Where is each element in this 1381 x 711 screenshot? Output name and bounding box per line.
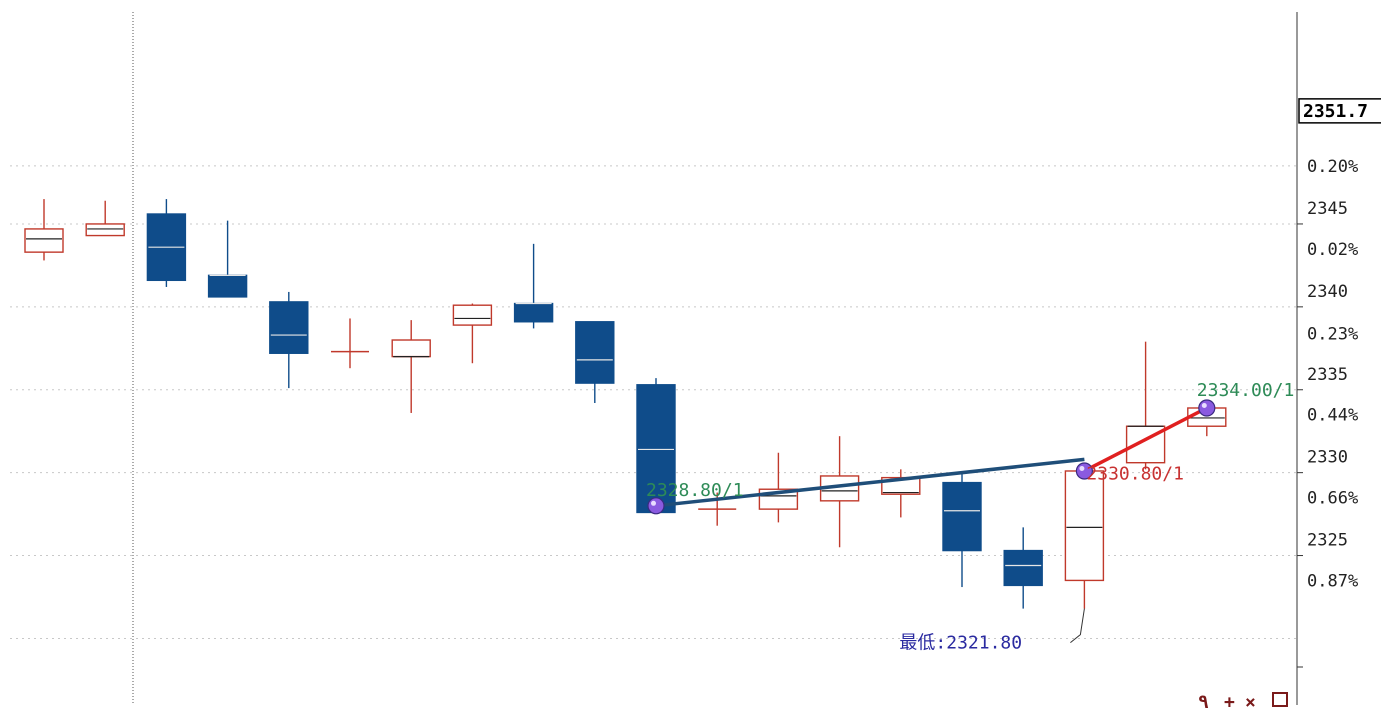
candle-body [391, 339, 431, 358]
candle-body [1064, 470, 1105, 582]
candle [146, 199, 187, 287]
candle-body [513, 302, 554, 323]
axis-percent-label: 0.02% [1307, 240, 1358, 260]
trend-marker-a-highlight [651, 500, 656, 506]
trendline-layer[interactable] [647, 399, 1216, 515]
candle [513, 243, 554, 329]
candle [1125, 341, 1166, 470]
candle [1064, 462, 1105, 609]
crosshair-icon[interactable]: + [1224, 692, 1235, 711]
candle [24, 199, 64, 261]
candle-body [452, 304, 493, 326]
axis-percent-label: 0.23% [1307, 324, 1358, 344]
axis-price-label: 2325 [1307, 531, 1348, 551]
zoom-icon[interactable]: ٩ [1198, 692, 1209, 711]
candle [391, 320, 431, 413]
axis-price-label: 2340 [1307, 282, 1348, 302]
trendline-blue[interactable] [655, 457, 1085, 508]
axis-percent-label: 0.66% [1307, 489, 1358, 509]
candle [819, 436, 860, 548]
trendline-red[interactable] [1083, 406, 1208, 473]
trend-marker-b-highlight [1079, 465, 1085, 471]
candle-body [85, 223, 125, 237]
axis-price-label: 2330 [1307, 448, 1348, 468]
axis-price-label: 2335 [1307, 365, 1348, 385]
label-lowest: 最低:2321.80 [899, 633, 1022, 654]
candle [452, 303, 493, 364]
candle-layer [24, 199, 1227, 609]
candle-body [1003, 549, 1043, 587]
last-price-box: 2351.7 [1298, 98, 1381, 124]
trend-marker-c-highlight [1201, 402, 1207, 408]
annotation-layer: 2328.80/1 2330.80/1 2334.00/1 最低:2321.80 [646, 380, 1294, 654]
close-icon[interactable]: × [1245, 692, 1256, 711]
axis-price-label: 2345 [1307, 199, 1348, 219]
candle [758, 452, 799, 523]
axis-percent-label: 0.20% [1307, 157, 1358, 177]
candle [1003, 527, 1043, 609]
label-point-a: 2328.80/1 [646, 480, 744, 501]
last-price-label: 2351.7 [1303, 101, 1368, 122]
trend-marker-c[interactable] [1198, 399, 1216, 417]
candle [269, 291, 309, 389]
right-price-axis: 2345 2340 2335 2330 2325 0.20% 0.02% 0.23% 0.44%… [1296, 12, 1358, 705]
candle [575, 321, 615, 404]
candle [636, 378, 676, 514]
candle-body [575, 321, 615, 384]
candle [85, 200, 125, 237]
candle-body [942, 481, 982, 552]
candle-body [269, 301, 309, 354]
candle-body [636, 384, 676, 514]
candle [942, 470, 982, 588]
candle [331, 318, 369, 369]
window-icon[interactable] [1272, 692, 1288, 707]
candle-body [207, 274, 248, 298]
candle [207, 220, 248, 298]
lowest-leader-line [1070, 608, 1085, 643]
last-price-rect [1298, 98, 1381, 124]
axis-percent-label: 0.87% [1307, 571, 1358, 591]
label-point-b: 2330.80/1 [1086, 463, 1184, 484]
chart-toolbar[interactable]: ٩ + × [1198, 692, 1288, 711]
candle-body [24, 228, 64, 253]
axis-percent-label: 0.44% [1307, 406, 1358, 426]
label-point-c: 2334.00/1 [1197, 380, 1295, 401]
